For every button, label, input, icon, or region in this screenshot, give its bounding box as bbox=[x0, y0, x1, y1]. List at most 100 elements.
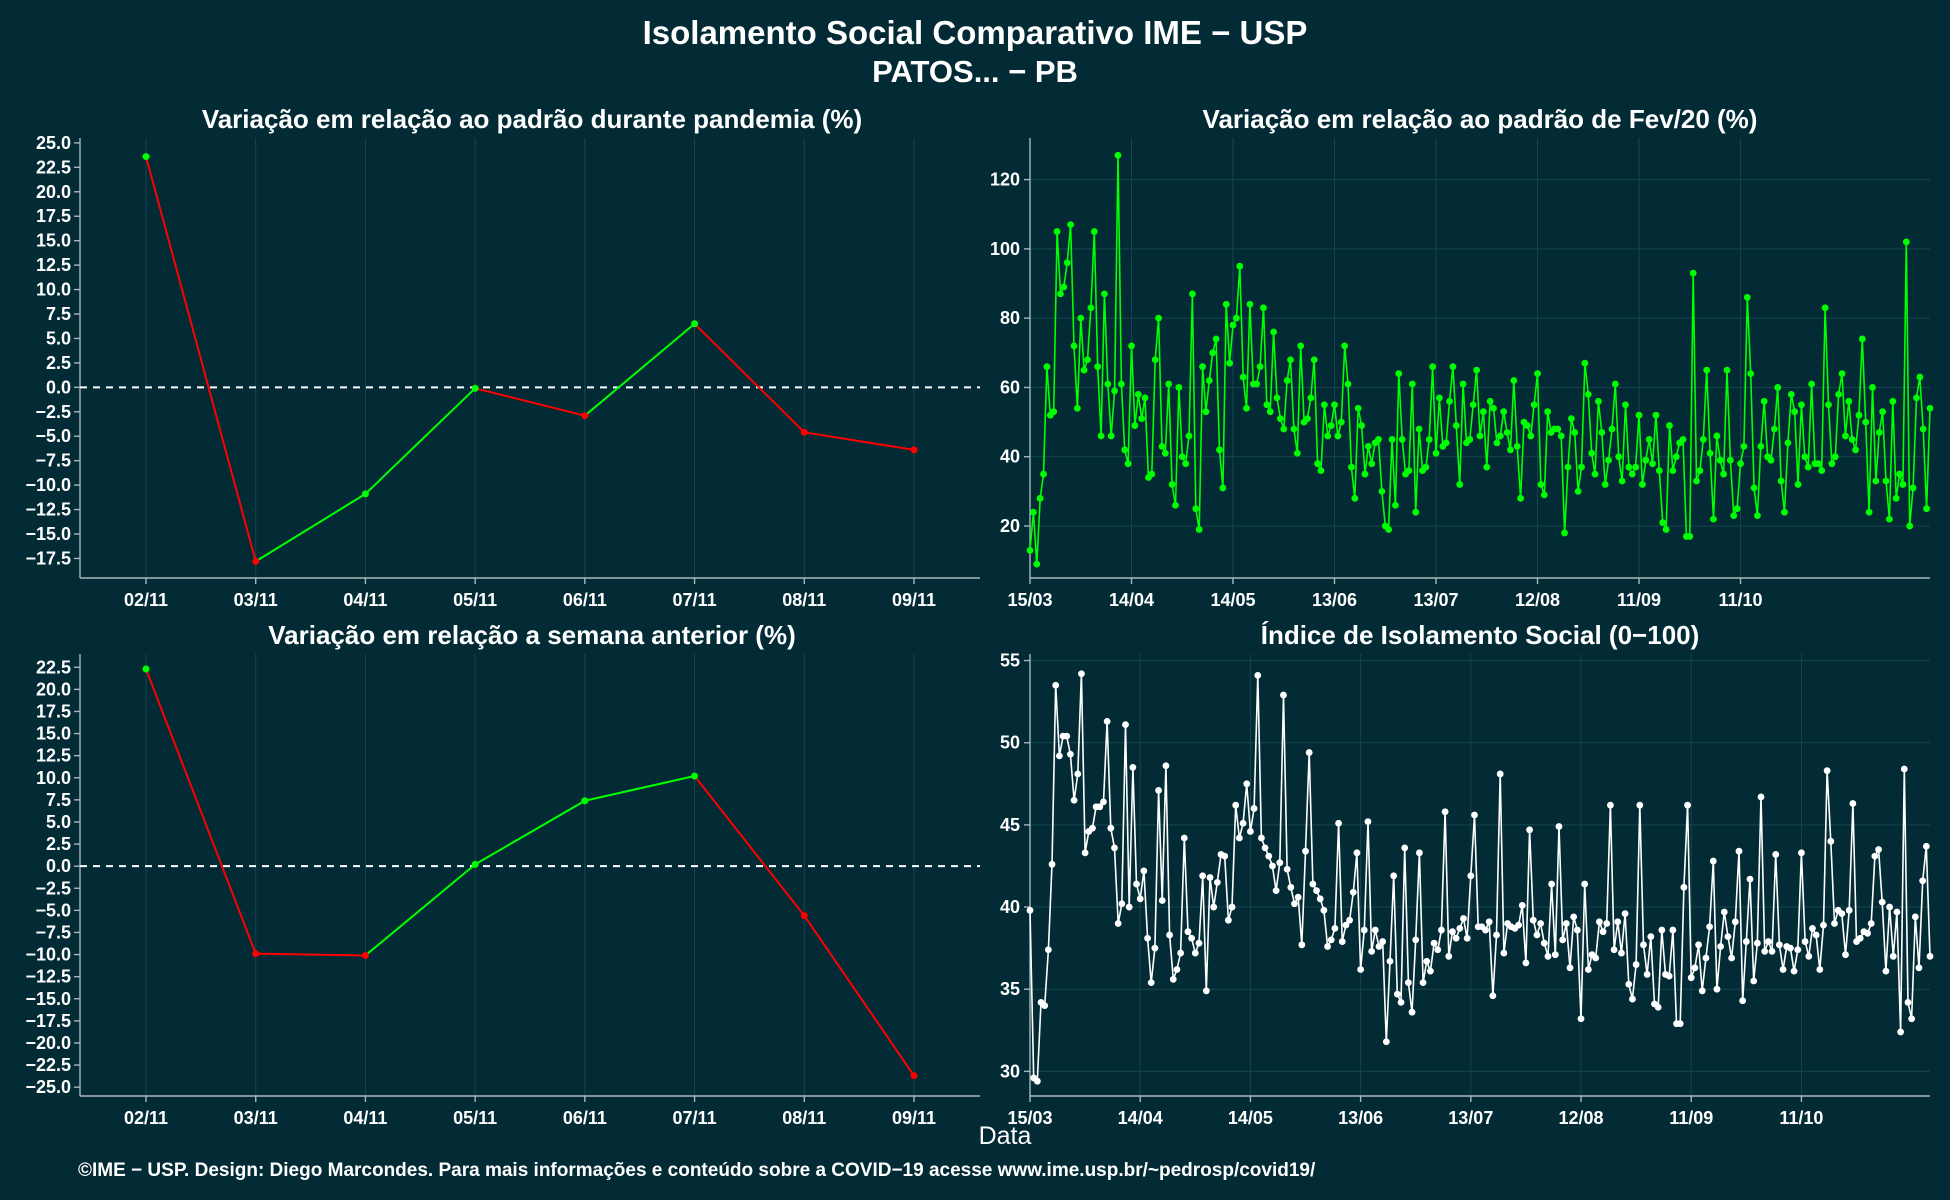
fev20-point bbox=[1354, 404, 1362, 412]
fev20-point bbox=[1097, 432, 1105, 440]
panel-title-indice: Índice de Isolamento Social (0−100) bbox=[1261, 620, 1700, 650]
panel-pandemia: Variação em relação ao padrão durante pa… bbox=[25, 104, 980, 610]
fev20-point bbox=[1655, 467, 1663, 474]
indice-point bbox=[1206, 874, 1214, 881]
indice-point bbox=[1809, 925, 1816, 932]
fev20-point bbox=[1063, 259, 1071, 267]
fev20-point bbox=[1358, 422, 1365, 429]
fev20-x-tick-label: 14/04 bbox=[1109, 590, 1154, 610]
fev20-point bbox=[1392, 501, 1399, 509]
fev20-point bbox=[1760, 397, 1768, 405]
fev20-point bbox=[1101, 290, 1108, 298]
indice-point bbox=[1779, 966, 1787, 973]
indice-point bbox=[1070, 796, 1078, 804]
fev20-point bbox=[1405, 467, 1413, 474]
semana-point bbox=[910, 1072, 918, 1080]
fev20-point bbox=[1743, 293, 1751, 301]
fev20-point bbox=[1774, 384, 1782, 391]
fev20-point bbox=[1351, 494, 1359, 502]
fev20-point bbox=[1260, 304, 1267, 312]
semana-y-tick-label: 7.5 bbox=[46, 790, 71, 810]
fev20-point bbox=[1320, 401, 1328, 409]
fev20-point bbox=[1804, 463, 1812, 471]
fev20-point bbox=[1222, 300, 1230, 308]
pandemia-series-segment bbox=[584, 323, 696, 417]
fev20-point bbox=[1236, 262, 1244, 270]
fev20-point bbox=[1906, 522, 1914, 530]
indice-point bbox=[1434, 946, 1442, 954]
fev20-point bbox=[1628, 470, 1636, 478]
fev20-point bbox=[1422, 463, 1430, 471]
indice-point bbox=[1618, 949, 1625, 957]
indice-point bbox=[1415, 849, 1423, 857]
indice-point bbox=[1900, 765, 1908, 773]
indice-point bbox=[1878, 898, 1886, 906]
fev20-point bbox=[1926, 404, 1934, 412]
semana-y-tick-label: −17.5 bbox=[25, 1011, 71, 1031]
fev20-point bbox=[1659, 519, 1667, 526]
semana-y-tick-label: −7.5 bbox=[35, 922, 71, 942]
pandemia-x-tick-label: 08/11 bbox=[782, 590, 826, 610]
indice-y-tick-label: 45 bbox=[1000, 815, 1020, 835]
fev20-point bbox=[1713, 432, 1721, 440]
fev20-point bbox=[1862, 418, 1870, 426]
fev20-point bbox=[1632, 463, 1640, 471]
fev20-point bbox=[1161, 449, 1169, 457]
fev20-point bbox=[1276, 415, 1284, 423]
figure-subtitle: PATOS... − PB bbox=[872, 54, 1078, 89]
indice-point bbox=[1485, 918, 1493, 926]
fev20-point bbox=[1666, 422, 1673, 429]
fev20-point bbox=[1923, 505, 1931, 513]
fev20-point bbox=[1219, 484, 1227, 492]
pandemia-point bbox=[142, 153, 150, 161]
pandemia-point bbox=[691, 320, 699, 328]
indice-point bbox=[1250, 805, 1258, 812]
indice-point bbox=[1816, 966, 1824, 973]
fev20-point bbox=[1324, 432, 1332, 440]
indice-point bbox=[1324, 943, 1331, 950]
indice-point bbox=[1393, 990, 1401, 998]
fev20-point bbox=[1500, 408, 1508, 416]
indice-point bbox=[1335, 819, 1342, 827]
semana-y-tick-label: −10.0 bbox=[25, 945, 71, 965]
footer-credit: ©IME − USP. Design: Diego Marcondes. Par… bbox=[78, 1160, 1316, 1181]
fev20-point bbox=[1087, 304, 1095, 312]
fev20-point bbox=[1479, 408, 1487, 416]
fev20-point bbox=[1845, 397, 1853, 405]
fev20-point bbox=[1029, 508, 1037, 516]
fev20-point bbox=[1053, 228, 1061, 235]
semana-y-tick-label: 20.0 bbox=[36, 679, 71, 699]
fev20-point bbox=[1293, 449, 1301, 457]
semana-x-tick-label: 05/11 bbox=[453, 1108, 497, 1128]
pandemia-y-tick-label: 25.0 bbox=[36, 133, 71, 153]
indice-point bbox=[1397, 998, 1405, 1006]
indice-point bbox=[1764, 938, 1772, 945]
fev20-point bbox=[1523, 422, 1531, 429]
fev20-point bbox=[1050, 408, 1058, 416]
fev20-point bbox=[1747, 370, 1755, 377]
indice-point bbox=[1346, 916, 1353, 924]
fev20-point bbox=[1114, 151, 1122, 159]
fev20-point bbox=[1754, 512, 1761, 520]
indice-point bbox=[1842, 951, 1849, 959]
indice-point bbox=[1533, 931, 1541, 939]
fev20-point bbox=[1899, 481, 1907, 488]
fev20-point bbox=[1672, 453, 1680, 461]
indice-x-tick-label: 14/04 bbox=[1118, 1108, 1163, 1128]
indice-point bbox=[1761, 948, 1769, 955]
fev20-point bbox=[1652, 411, 1660, 419]
indice-point bbox=[1775, 941, 1783, 949]
fev20-point bbox=[1036, 494, 1044, 502]
fev20-point bbox=[1466, 436, 1474, 443]
fev20-point bbox=[1388, 436, 1396, 443]
fev20-point bbox=[1341, 342, 1349, 350]
indice-point bbox=[1184, 928, 1192, 936]
fev20-point bbox=[1182, 460, 1190, 468]
indice-point bbox=[1283, 865, 1291, 873]
fev20-point bbox=[1337, 418, 1345, 426]
pandemia-y-tick-label: 0.0 bbox=[46, 377, 71, 397]
fev20-point bbox=[1527, 432, 1535, 440]
fev20-point bbox=[1408, 380, 1416, 388]
